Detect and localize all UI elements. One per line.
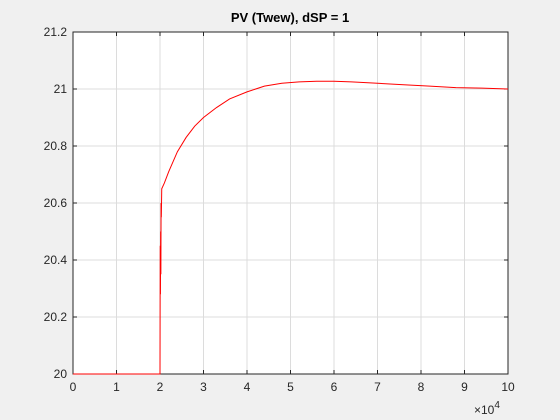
x-tick-label: 7: [374, 380, 381, 394]
y-tick-label: 20: [54, 367, 68, 381]
y-tick-label: 21.2: [44, 25, 68, 39]
x-tick-label: 3: [200, 380, 207, 394]
chart-title: PV (Twew), dSP = 1: [231, 10, 349, 25]
x-tick-label: 4: [244, 380, 251, 394]
y-tick-label: 21: [54, 82, 68, 96]
x-tick-label: 9: [461, 380, 468, 394]
y-tick-label: 20.6: [44, 196, 68, 210]
x-exponent-base: ×10: [474, 403, 495, 417]
x-tick-label: 5: [287, 380, 294, 394]
y-tick-label: 20.8: [44, 139, 68, 153]
x-tick-label: 1: [113, 380, 120, 394]
x-tick-label: 10: [501, 380, 515, 394]
y-tick-labels: 20 20.2 20.4 20.6 20.8 21 21.2: [44, 25, 68, 381]
x-tick-label: 2: [157, 380, 164, 394]
y-tick-label: 20.2: [44, 310, 68, 324]
x-tick-labels: 0 1 2 3 4 5 6 7 8 9 10: [70, 380, 515, 394]
x-tick-label: 6: [331, 380, 338, 394]
x-exponent-power: 4: [494, 400, 500, 411]
y-tick-label: 20.4: [44, 253, 68, 267]
x-tick-label: 8: [418, 380, 425, 394]
x-exponent-label: ×104: [474, 400, 500, 417]
x-tick-label: 0: [70, 380, 77, 394]
